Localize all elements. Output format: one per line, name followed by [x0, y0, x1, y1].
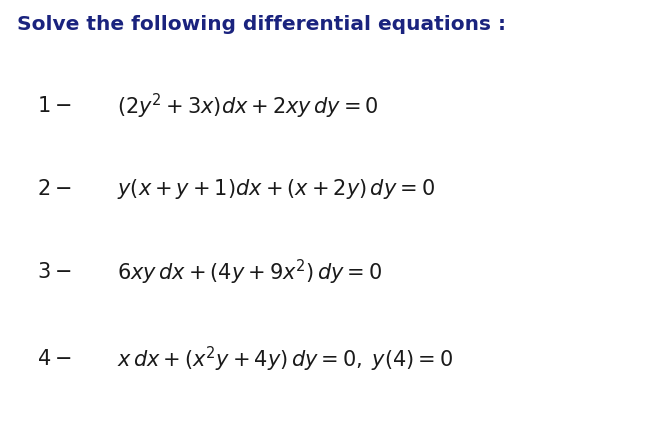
- Text: $1-$: $1-$: [37, 96, 71, 116]
- Text: $4-$: $4-$: [37, 349, 71, 369]
- Text: $y(x + y + 1)dx + (x + 2y)\,dy = 0$: $y(x + y + 1)dx + (x + 2y)\,dy = 0$: [117, 177, 435, 201]
- Text: $(2y^2 + 3x)dx + 2xy\,dy = 0$: $(2y^2 + 3x)dx + 2xy\,dy = 0$: [117, 92, 378, 121]
- Text: $6xy\,dx + (4y + 9x^2)\,dy = 0$: $6xy\,dx + (4y + 9x^2)\,dy = 0$: [117, 258, 382, 286]
- Text: Solve the following differential equations :: Solve the following differential equatio…: [17, 15, 505, 34]
- Text: $2-$: $2-$: [37, 179, 71, 199]
- Text: $x\,dx + (x^2y + 4y)\,dy = 0, \; y(4) = 0$: $x\,dx + (x^2y + 4y)\,dy = 0, \; y(4) = …: [117, 345, 453, 374]
- Text: $3-$: $3-$: [37, 262, 71, 282]
